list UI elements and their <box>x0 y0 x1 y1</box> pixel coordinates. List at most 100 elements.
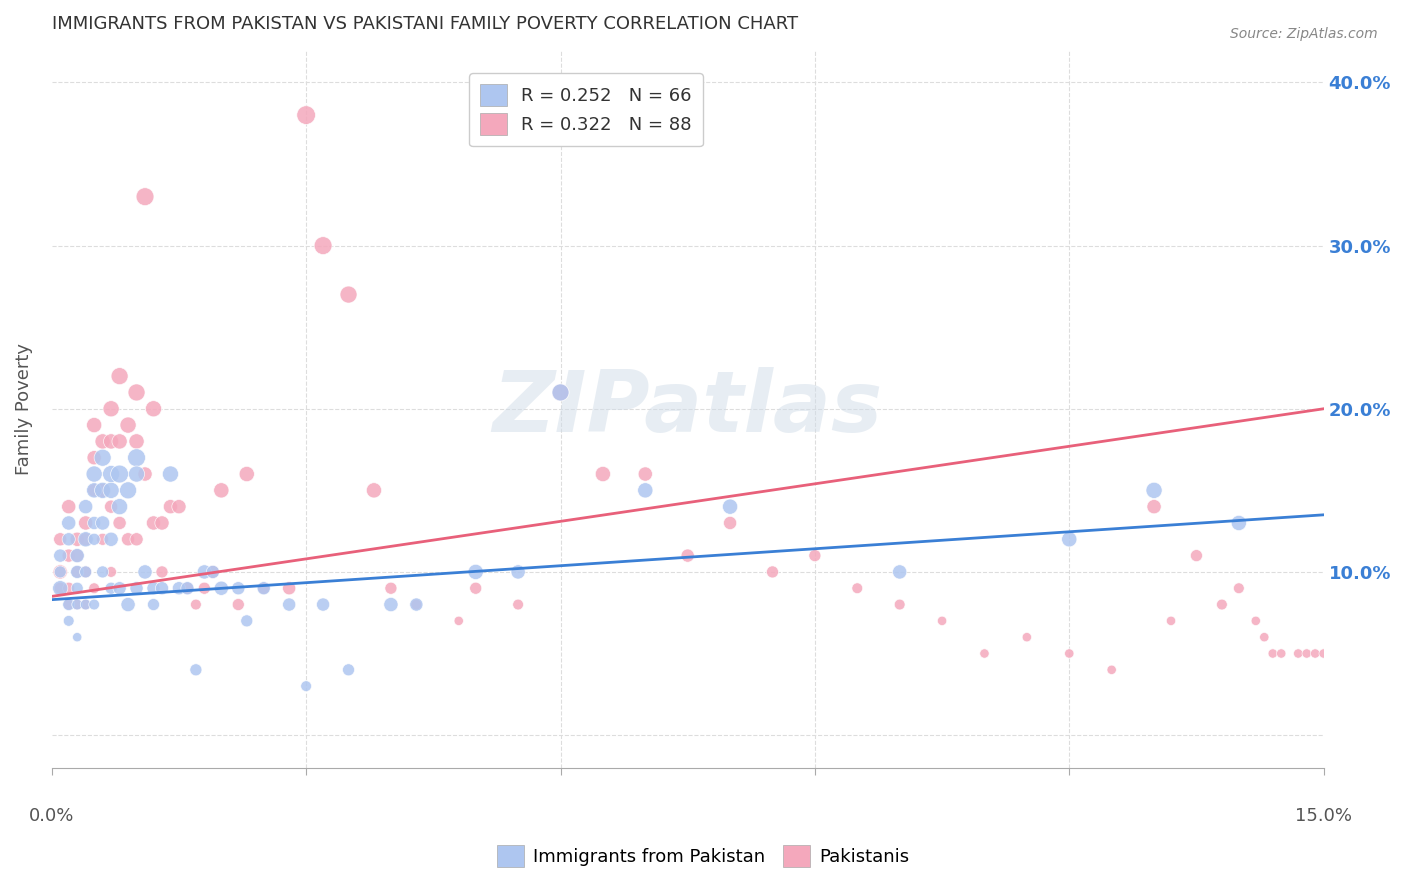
Point <box>167 581 190 595</box>
Point <box>278 581 301 595</box>
Point <box>1057 533 1080 547</box>
Point <box>176 581 198 595</box>
Point <box>804 549 827 563</box>
Point <box>91 516 114 530</box>
Point <box>506 565 529 579</box>
Point <box>226 598 249 612</box>
Point <box>1253 630 1275 644</box>
Point <box>405 598 427 612</box>
Point <box>931 614 953 628</box>
Point <box>405 598 427 612</box>
Point <box>1227 581 1250 595</box>
Point <box>506 598 529 612</box>
Point <box>1286 647 1309 661</box>
Point <box>142 598 165 612</box>
Point <box>150 565 173 579</box>
Point <box>1295 647 1317 661</box>
Point <box>75 533 97 547</box>
Point <box>108 516 131 530</box>
Point <box>100 581 122 595</box>
Point <box>108 467 131 481</box>
Point <box>100 434 122 449</box>
Point <box>718 500 741 514</box>
Point <box>100 533 122 547</box>
Point <box>49 549 72 563</box>
Point <box>125 450 148 465</box>
Point <box>1227 516 1250 530</box>
Point <box>889 598 911 612</box>
Point <box>634 467 657 481</box>
Y-axis label: Family Poverty: Family Poverty <box>15 343 32 475</box>
Point <box>58 549 80 563</box>
Point <box>337 663 360 677</box>
Point <box>91 565 114 579</box>
Point <box>159 467 181 481</box>
Legend: R = 0.252   N = 66, R = 0.322   N = 88: R = 0.252 N = 66, R = 0.322 N = 88 <box>470 73 703 146</box>
Point <box>889 565 911 579</box>
Point <box>1211 598 1233 612</box>
Point <box>184 598 207 612</box>
Point <box>193 581 215 595</box>
Point <box>447 614 470 628</box>
Point <box>58 598 80 612</box>
Point <box>1015 630 1038 644</box>
Point <box>312 598 335 612</box>
Point <box>83 418 105 433</box>
Point <box>209 581 232 595</box>
Point <box>312 238 335 252</box>
Point <box>134 189 156 203</box>
Point <box>1244 614 1267 628</box>
Point <box>1160 614 1182 628</box>
Point <box>83 483 105 498</box>
Point <box>49 533 72 547</box>
Point <box>108 581 131 595</box>
Point <box>159 500 181 514</box>
Point <box>846 581 869 595</box>
Point <box>66 630 89 644</box>
Point <box>380 598 402 612</box>
Point <box>83 533 105 547</box>
Point <box>1312 647 1334 661</box>
Point <box>295 108 318 122</box>
Point <box>83 581 105 595</box>
Point <box>58 581 80 595</box>
Point <box>83 516 105 530</box>
Point <box>58 614 80 628</box>
Point <box>295 679 318 693</box>
Point <box>253 581 276 595</box>
Point <box>142 516 165 530</box>
Point <box>184 663 207 677</box>
Point <box>125 581 148 595</box>
Text: 0.0%: 0.0% <box>30 807 75 825</box>
Point <box>75 533 97 547</box>
Point <box>1303 647 1326 661</box>
Point <box>91 533 114 547</box>
Point <box>100 483 122 498</box>
Point <box>550 385 572 400</box>
Point <box>464 565 486 579</box>
Point <box>278 598 301 612</box>
Point <box>58 533 80 547</box>
Point <box>125 385 148 400</box>
Point <box>550 385 572 400</box>
Point <box>83 598 105 612</box>
Point <box>100 500 122 514</box>
Point <box>75 598 97 612</box>
Point <box>66 598 89 612</box>
Point <box>100 565 122 579</box>
Point <box>66 581 89 595</box>
Point <box>1057 647 1080 661</box>
Point <box>125 467 148 481</box>
Text: ZIPatlas: ZIPatlas <box>492 368 883 450</box>
Point <box>108 500 131 514</box>
Point <box>634 483 657 498</box>
Point <box>49 565 72 579</box>
Point <box>91 450 114 465</box>
Point <box>226 581 249 595</box>
Point <box>49 581 72 595</box>
Point <box>49 565 72 579</box>
Point <box>1101 663 1123 677</box>
Point <box>142 581 165 595</box>
Point <box>66 549 89 563</box>
Point <box>193 565 215 579</box>
